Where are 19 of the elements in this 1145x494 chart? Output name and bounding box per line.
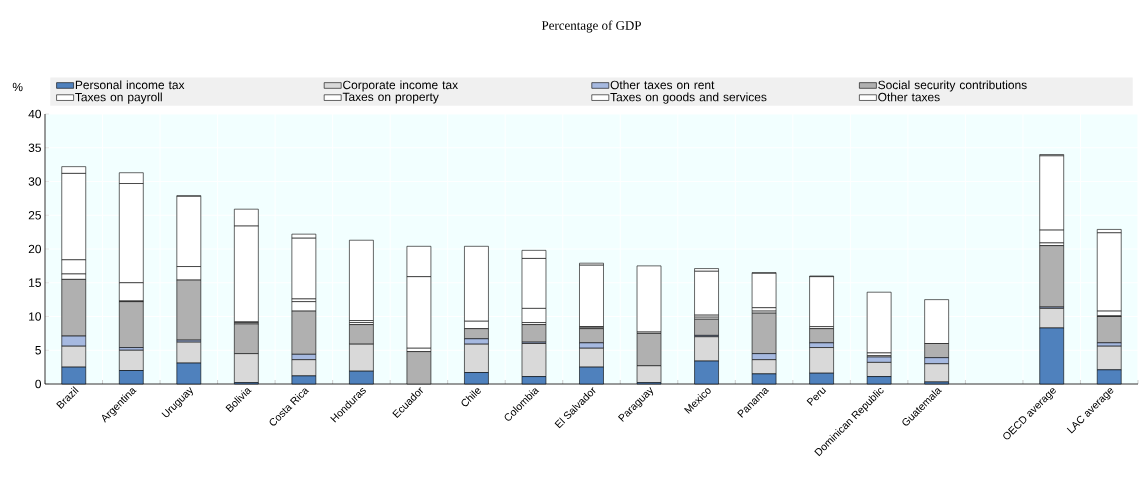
y-tick-label: 15 bbox=[29, 278, 41, 287]
y-tick-label: 40 bbox=[28, 109, 42, 119]
y-tick-label: 35 bbox=[28, 143, 41, 152]
legend-label: Other taxes on rent bbox=[610, 80, 715, 90]
legend-label: Taxes on property bbox=[342, 92, 439, 104]
y-tick-label: 30 bbox=[28, 177, 42, 186]
legend-label: Taxes on payroll bbox=[75, 92, 162, 104]
y-tick-label: 25 bbox=[28, 211, 41, 220]
y-tick-label: 0 bbox=[35, 379, 42, 389]
y-tick-label: 10 bbox=[29, 312, 42, 321]
chart-title: Percentage of GDP bbox=[541, 20, 641, 33]
legend-label: Social security contributions bbox=[878, 80, 1027, 92]
legend-label: Corporate income tax bbox=[343, 80, 458, 92]
legend-label: Taxes on goods and services bbox=[610, 92, 767, 104]
y-tick-label: 20 bbox=[28, 244, 42, 254]
legend-label: Other taxes bbox=[878, 92, 940, 102]
y-tick-label: 5 bbox=[35, 346, 41, 355]
legend-label: Personal income tax bbox=[75, 80, 185, 90]
y-axis-title: % bbox=[12, 82, 23, 92]
